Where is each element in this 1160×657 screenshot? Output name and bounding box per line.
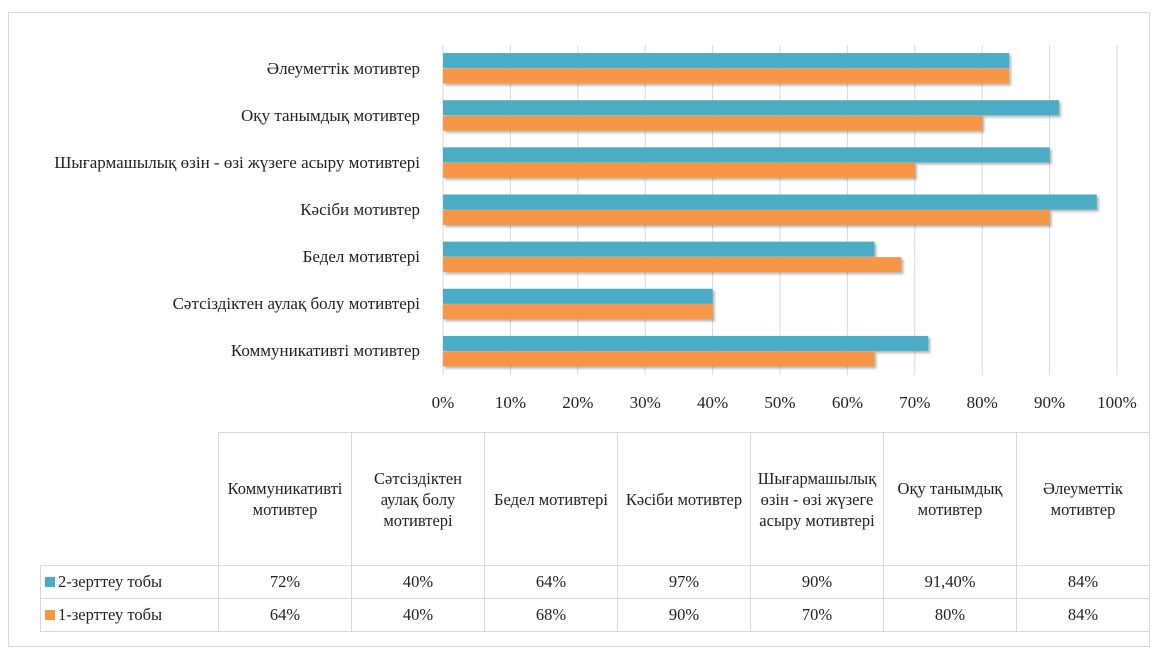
x-tick-label: 40% <box>697 393 728 412</box>
series-row: 2-зерттеу тобы 72% 40% 64% 97% 90% 91,40% 84% <box>40 565 1150 599</box>
x-tick-label: 30% <box>630 393 661 412</box>
y-tick-label: Шығармашылық өзін - өзі жүзеге асыру мот… <box>54 152 420 172</box>
y-tick-label: Кәсіби мотивтер <box>300 200 420 219</box>
y-tick-label: Оқу танымдық мотивтер <box>241 105 420 125</box>
x-tick-label: 80% <box>967 393 998 412</box>
value-cell: 40% <box>351 598 485 632</box>
bar <box>443 335 929 351</box>
value-cell: 90% <box>750 565 884 599</box>
legend-cell: 2-зерттеу тобы <box>40 565 219 599</box>
x-tick-label: 10% <box>495 393 526 412</box>
y-tick-label: Әлеуметтік мотивтер <box>266 58 420 78</box>
bar <box>443 288 713 304</box>
legend-label: 1-зерттеу тобы <box>58 605 163 624</box>
legend-swatch <box>45 610 55 620</box>
value-cell: 84% <box>1016 598 1150 632</box>
header-cell: Оқу танымдық мотивтер <box>883 432 1017 566</box>
header-cell: Сәтсіздіктен аулақ болу мотивтері <box>351 432 485 566</box>
bar <box>443 194 1097 210</box>
x-tick-label: 100% <box>1097 393 1137 412</box>
value-cell: 64% <box>484 565 618 599</box>
header-cell: Коммуникативті мотивтер <box>218 432 352 566</box>
value-cell: 97% <box>617 565 751 599</box>
x-tick-label: 0% <box>432 393 455 412</box>
bar <box>443 304 713 320</box>
chart-frame <box>8 12 1150 647</box>
bar <box>443 68 1010 84</box>
value-cell: 64% <box>218 598 352 632</box>
bar <box>443 162 915 178</box>
y-tick-label: Коммуникативті мотивтер <box>230 341 420 361</box>
bar <box>443 115 983 131</box>
value-cell: 91,40% <box>883 565 1017 599</box>
legend-cell: 1-зерттеу тобы <box>40 598 219 632</box>
value-cell: 72% <box>218 565 352 599</box>
header-cell: Бедел мотивтері <box>484 432 618 566</box>
bar <box>443 351 875 367</box>
value-cell: 90% <box>617 598 751 632</box>
bar <box>443 210 1050 225</box>
value-cell: 40% <box>351 565 485 599</box>
header-cell: Әлеуметтік мотивтер <box>1016 432 1150 566</box>
bar <box>443 53 1010 69</box>
x-tick-label: 20% <box>562 393 593 412</box>
x-tick-label: 70% <box>899 393 930 412</box>
bar <box>443 147 1050 163</box>
x-tick-label: 90% <box>1034 393 1065 412</box>
bar <box>443 100 1060 116</box>
header-cell: Шығармашылық өзін - өзі жүзеге асыру мот… <box>750 432 884 566</box>
x-tick-label: 60% <box>832 393 863 412</box>
series-row: 1-зерттеу тобы 64% 40% 68% 90% 70% 80% 84% <box>40 598 1150 632</box>
bar <box>443 257 902 273</box>
header-cell: Кәсіби мотивтер <box>617 432 751 566</box>
bar <box>443 241 875 257</box>
legend-label: 2-зерттеу тобы <box>58 572 163 591</box>
value-cell: 80% <box>883 598 1017 632</box>
y-tick-label: Бедел мотивтері <box>302 247 420 267</box>
x-tick-label: 50% <box>764 393 795 412</box>
value-cell: 68% <box>484 598 618 632</box>
header-row: Коммуникативті мотивтер Сәтсіздіктен аула… <box>41 432 1150 566</box>
y-tick-label: Сәтсіздіктен аулақ болу мотивтері <box>172 294 420 314</box>
data-table: Коммуникативті мотивтер Сәтсіздіктен аула… <box>40 432 1150 632</box>
value-cell: 84% <box>1016 565 1150 599</box>
legend-swatch <box>45 577 55 587</box>
value-cell: 70% <box>750 598 884 632</box>
corner-cell <box>41 433 219 566</box>
